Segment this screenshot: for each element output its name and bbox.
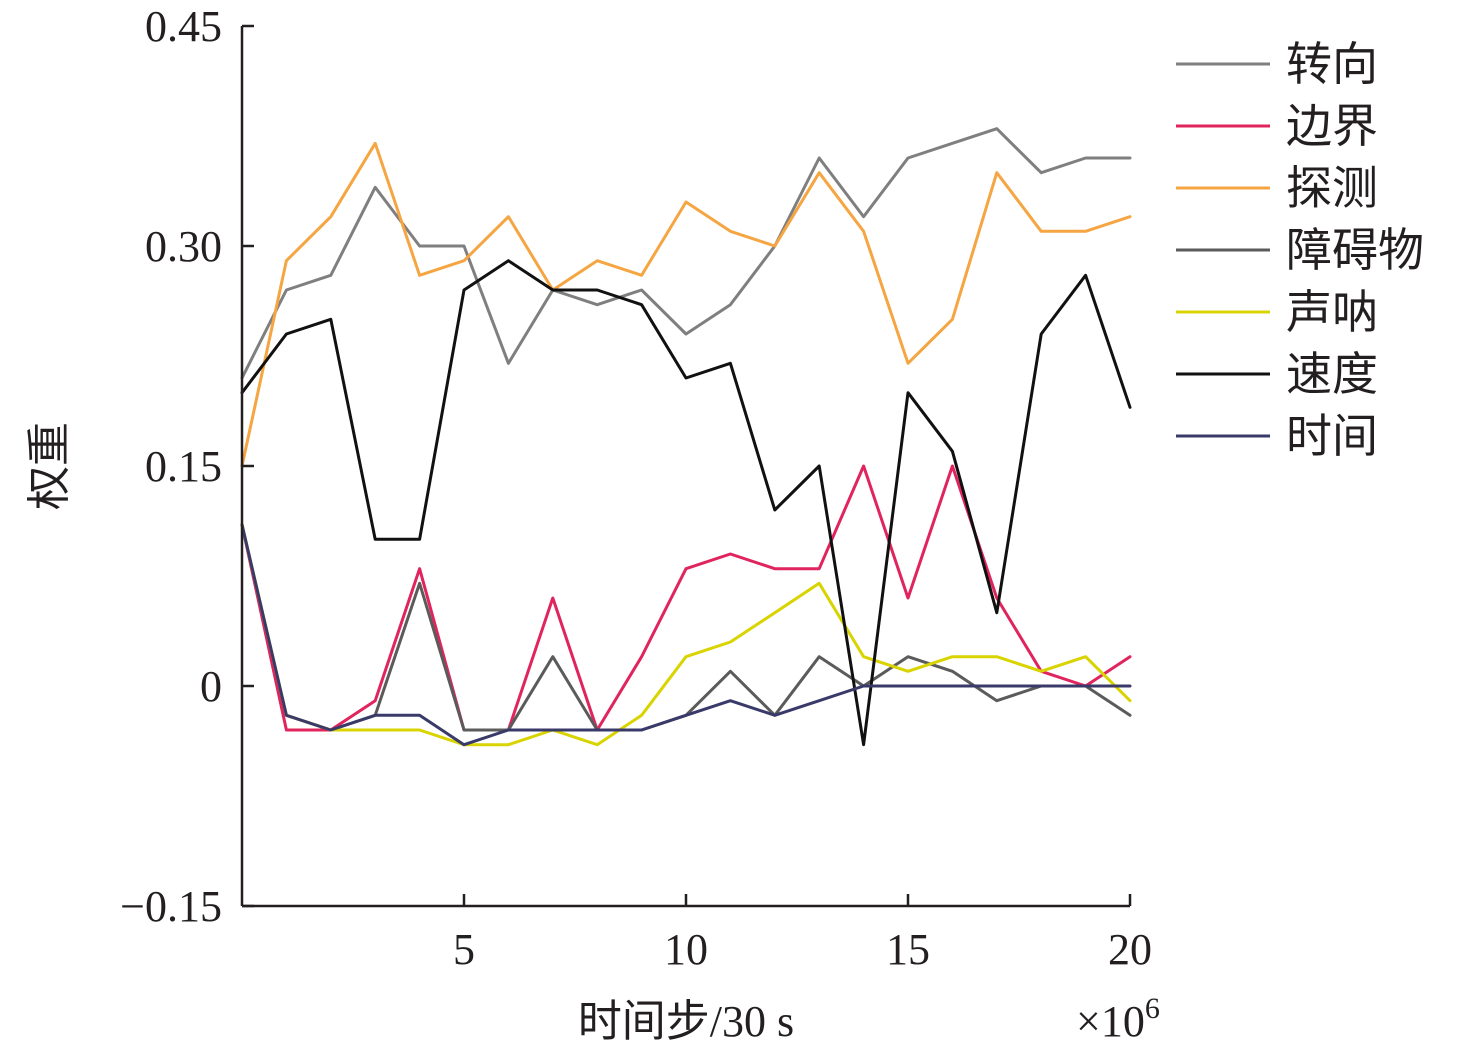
y-tick-label: 0.15 bbox=[145, 442, 222, 491]
legend-label: 速度 bbox=[1286, 349, 1378, 400]
y-tick-label: 0.45 bbox=[145, 2, 222, 51]
x-tick-label: 5 bbox=[453, 925, 475, 974]
axes: −0.15 0 0.15 0.30 0.45 5 10 15 20 bbox=[120, 2, 1152, 974]
x-multiplier-base: ×10 bbox=[1076, 997, 1145, 1046]
y-tick-label: 0.30 bbox=[145, 222, 222, 271]
x-tick-label: 15 bbox=[886, 925, 930, 974]
x-ticks: 5 10 15 20 bbox=[453, 894, 1152, 974]
series-line-2 bbox=[240, 464, 1132, 732]
legend-label: 障碍物 bbox=[1286, 225, 1424, 276]
legend-label: 声呐 bbox=[1286, 287, 1378, 338]
y-axis-title: 权重 bbox=[25, 422, 74, 510]
legend-label: 转向 bbox=[1286, 39, 1378, 90]
legend-label: 边界 bbox=[1286, 101, 1378, 152]
series-line-3 bbox=[240, 141, 1132, 468]
y-tick-label: 0 bbox=[200, 662, 222, 711]
plot-lines bbox=[240, 127, 1132, 747]
series-line-6 bbox=[240, 259, 1132, 747]
x-tick-label: 20 bbox=[1108, 925, 1152, 974]
y-tick-label: −0.15 bbox=[120, 882, 222, 931]
x-tick-label: 10 bbox=[664, 925, 708, 974]
x-axis-title: 时间步/30 s bbox=[578, 997, 794, 1046]
y-ticks: −0.15 0 0.15 0.30 0.45 bbox=[120, 2, 254, 931]
legend-label: 探测 bbox=[1286, 163, 1378, 214]
legend-label: 时间 bbox=[1286, 411, 1378, 462]
series-line-1 bbox=[240, 127, 1132, 380]
x-multiplier-exponent: 6 bbox=[1145, 992, 1160, 1025]
series-line-7 bbox=[240, 523, 1132, 747]
series-line-5 bbox=[240, 523, 1132, 747]
x-axis-multiplier: ×106 bbox=[1076, 992, 1160, 1046]
